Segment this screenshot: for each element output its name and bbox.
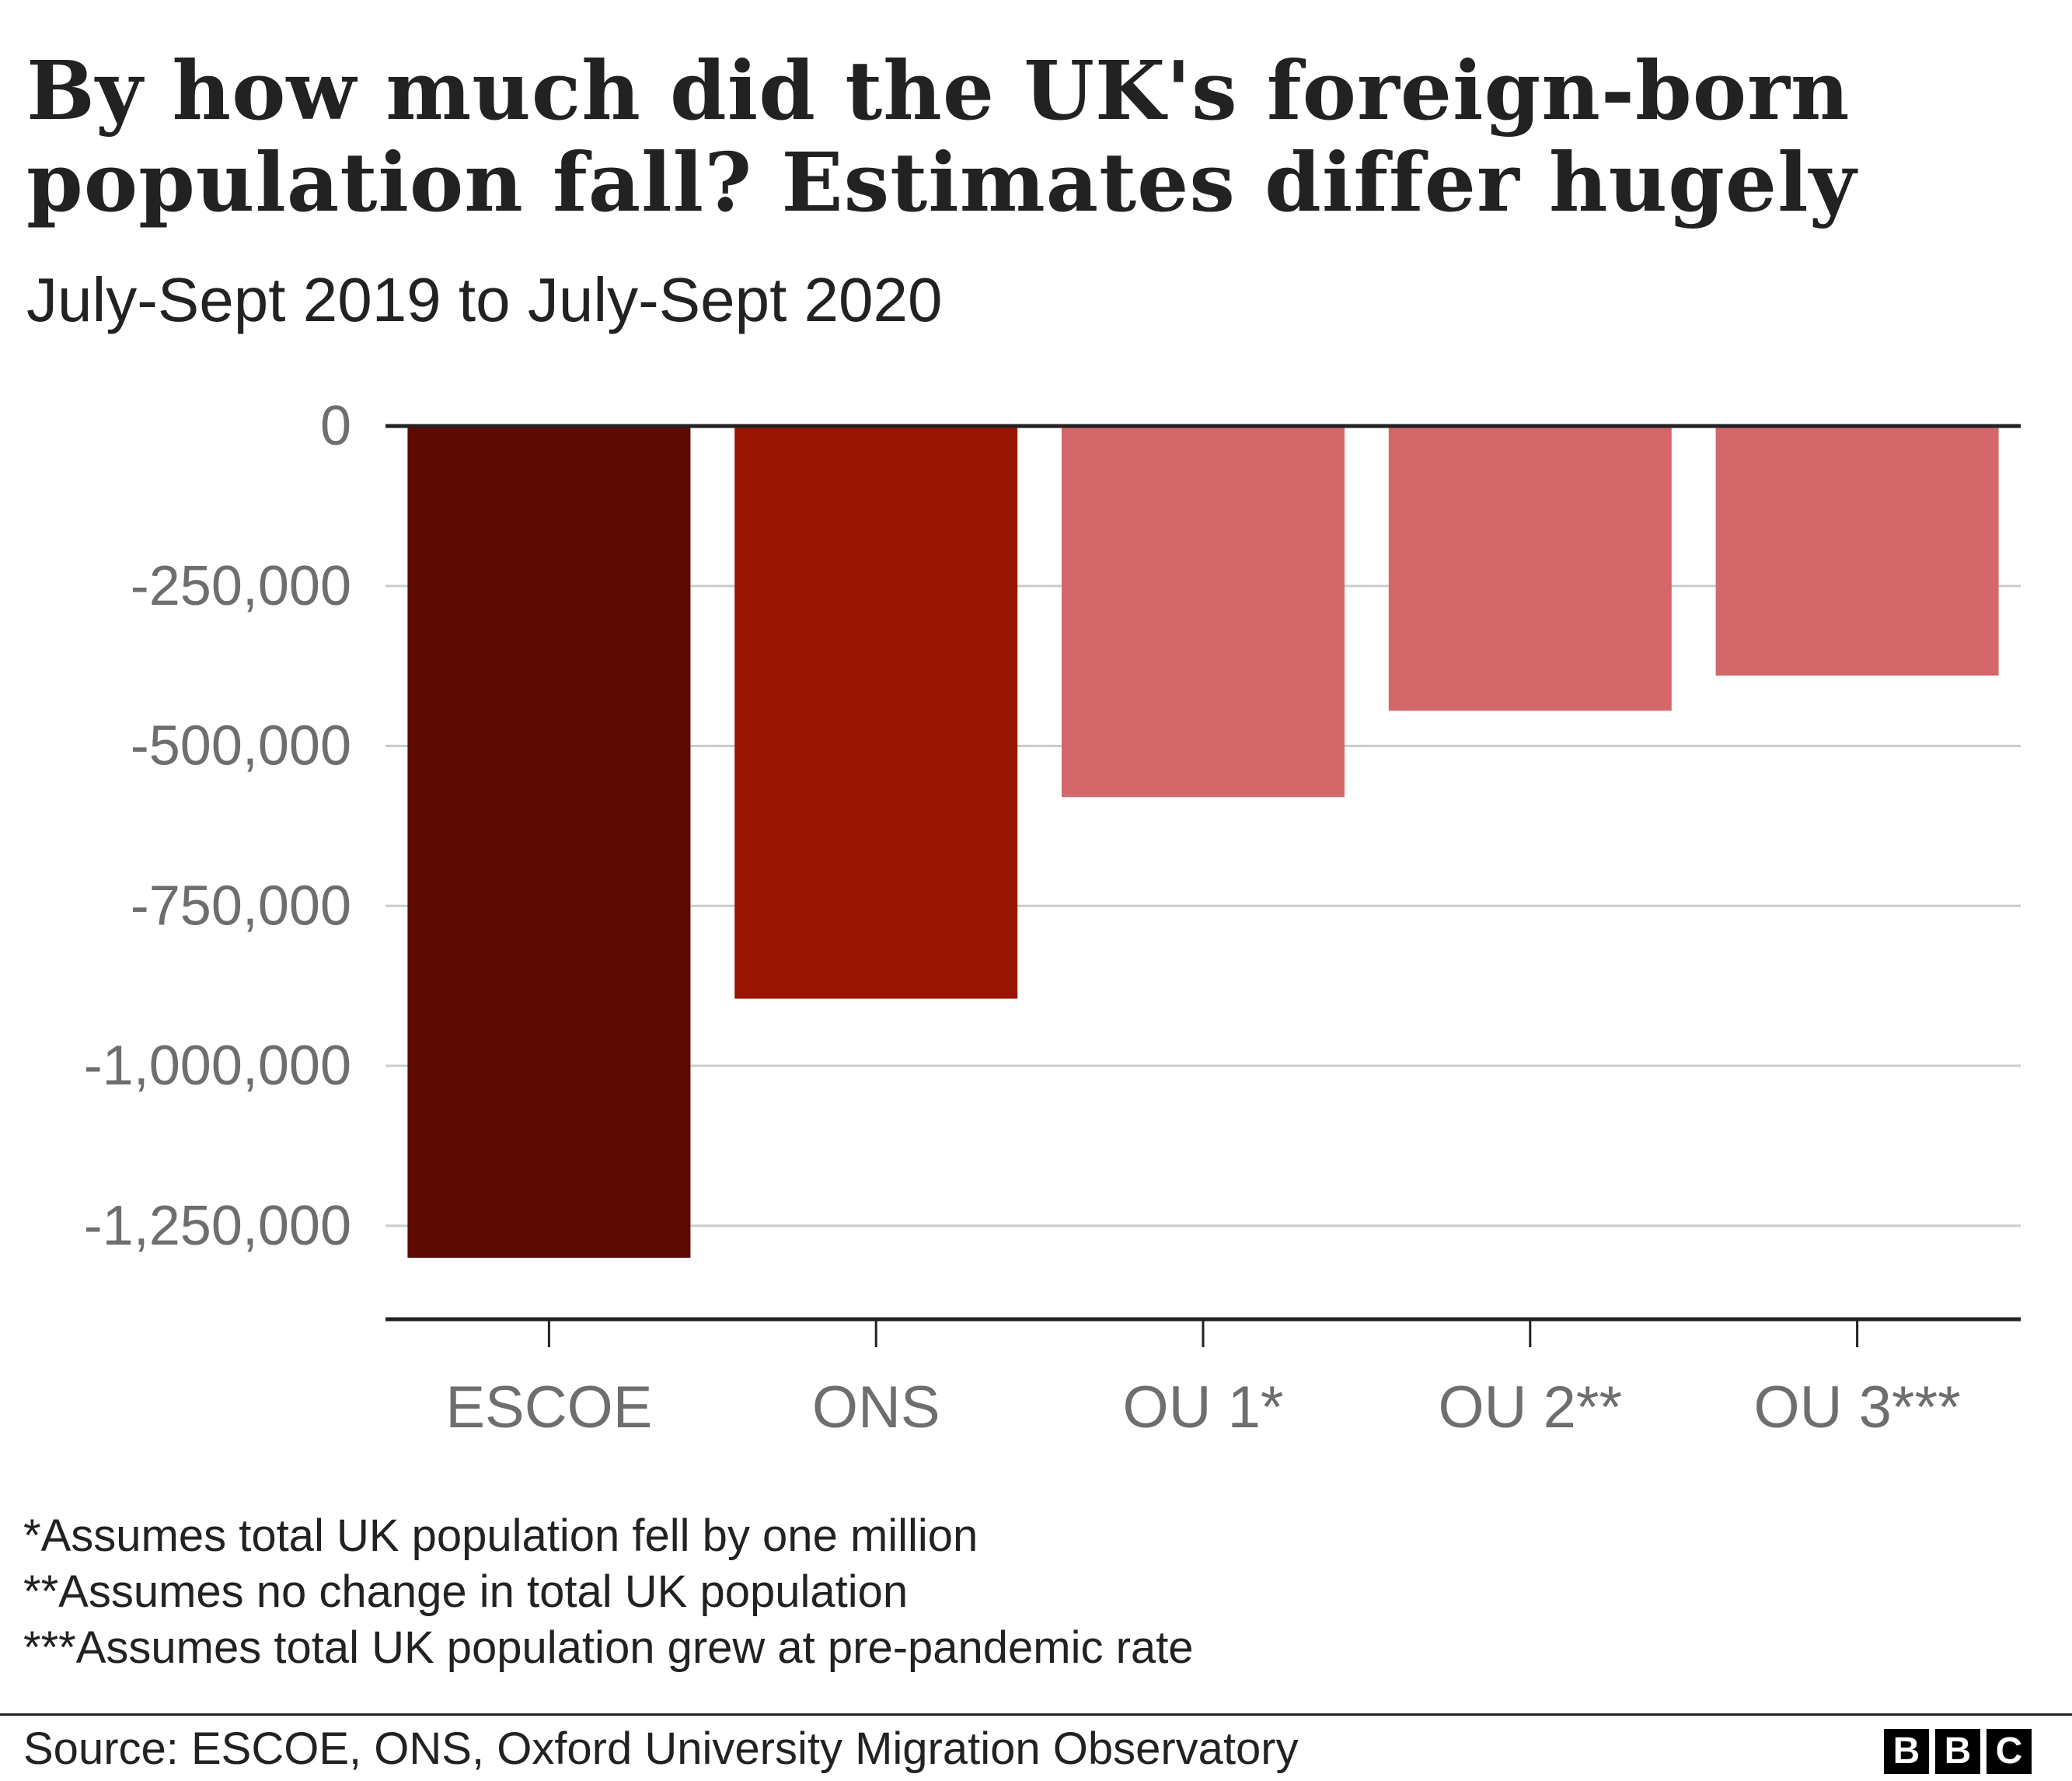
footnotes: *Assumes total UK population fell by one… xyxy=(23,1508,1194,1676)
tick-labels: 0 -250,000 -500,000 -750,000 -1,000,000 -1,25… xyxy=(84,395,1961,1441)
source-text: Source: ESCOE, ONS, Oxford University Mi… xyxy=(23,1723,1299,1774)
footnote-1: *Assumes total UK population fell by one… xyxy=(23,1510,978,1561)
x-tick-label: OU 2** xyxy=(1439,1374,1623,1441)
bar-chart: 0 -250,000 -500,000 -750,000 -1,000,000 -1,25… xyxy=(84,395,2021,1441)
y-tick-label: -1,250,000 xyxy=(84,1195,351,1257)
y-tick-label: 0 xyxy=(320,395,351,457)
chart-subtitle: July-Sept 2019 to July-Sept 2020 xyxy=(26,265,943,334)
y-tick-label: -250,000 xyxy=(131,555,351,617)
y-tick-label: -1,000,000 xyxy=(84,1035,351,1097)
bar-ons xyxy=(734,426,1018,999)
x-tick-label: OU 1* xyxy=(1123,1374,1284,1441)
bar-ou2 xyxy=(1388,426,1672,711)
footnote-2: **Assumes no change in total UK populati… xyxy=(23,1566,909,1617)
x-tick-label: ONS xyxy=(812,1374,940,1441)
bar-escoe xyxy=(407,426,691,1258)
footnote-3: ***Assumes total UK population grew at p… xyxy=(23,1622,1194,1673)
y-tick-label: -750,000 xyxy=(131,875,351,937)
logo-letter-b2: B xyxy=(1935,1729,1980,1774)
bars xyxy=(407,426,1999,1258)
bbc-logo: B B C xyxy=(1884,1729,2032,1774)
logo-letter-b1: B xyxy=(1884,1729,1929,1774)
bar-ou1 xyxy=(1062,426,1345,798)
logo-letter-c: C xyxy=(1987,1729,2032,1774)
x-tick-label: OU 3*** xyxy=(1754,1374,1961,1441)
chart-title: By how much did the UK's foreign-born po… xyxy=(26,43,1857,230)
source-divider xyxy=(0,1713,2072,1716)
x-tick-label: ESCOE xyxy=(445,1374,652,1441)
y-tick-label: -500,000 xyxy=(131,715,351,777)
axes xyxy=(385,424,2021,1347)
bar-ou3 xyxy=(1715,426,1999,676)
